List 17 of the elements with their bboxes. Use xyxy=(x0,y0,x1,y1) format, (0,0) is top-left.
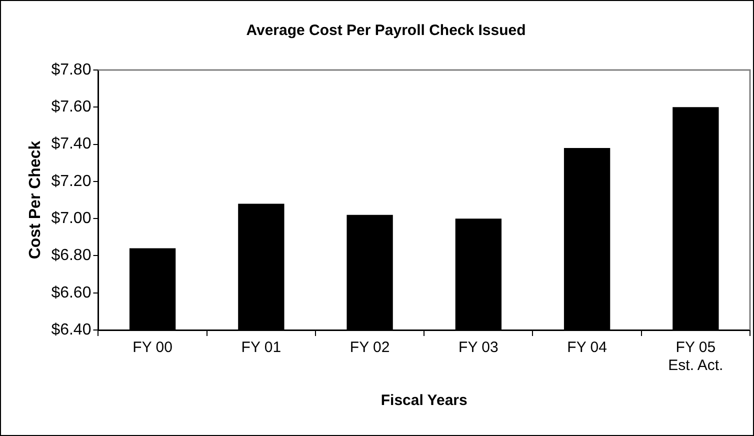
y-tick-label: $7.20 xyxy=(51,172,92,190)
y-tick-label: $7.40 xyxy=(51,136,92,153)
x-axis-title: Fiscal Years xyxy=(380,392,468,410)
y-tick-label: $7.00 xyxy=(51,210,92,227)
y-axis-title: Cost Per Check xyxy=(27,140,44,260)
y-tick-label: $6.40 xyxy=(51,321,92,338)
x-tick-label: FY 03 xyxy=(458,339,498,356)
x-tick-label: FY 01 xyxy=(241,339,282,356)
x-tick-label: FY 00 xyxy=(132,339,172,356)
x-tick-label: FY 05 Est. Act. xyxy=(668,339,724,374)
y-tick-label: $7.60 xyxy=(51,98,92,116)
x-tick-label: FY 04 xyxy=(567,339,607,356)
y-tick-label: $6.80 xyxy=(51,247,92,264)
y-tick-label: $6.60 xyxy=(51,284,92,302)
chart-title: Average Cost Per Payroll Check Issued xyxy=(246,22,526,40)
y-tick-label: $7.80 xyxy=(51,61,92,78)
x-tick-label: FY 02 xyxy=(350,339,390,356)
